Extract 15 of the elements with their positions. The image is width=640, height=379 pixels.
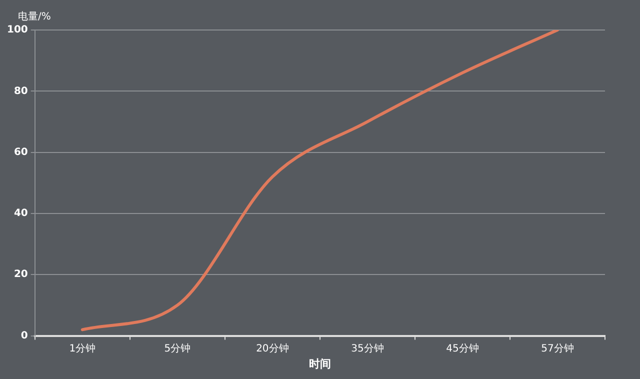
y-axis-title: 电量/% [18, 10, 51, 23]
y-tick-label: 20 [14, 269, 28, 280]
x-tick-label: 1分钟 [69, 342, 96, 354]
y-tick-label: 0 [20, 330, 28, 342]
y-tick-label: 100 [7, 24, 28, 36]
x-tick-label: 20分钟 [256, 342, 289, 354]
y-tick-label: 40 [14, 208, 28, 220]
x-tick-label: 45分钟 [446, 342, 479, 354]
y-tick-label: 80 [14, 86, 28, 97]
x-axis-title: 时间 [308, 357, 331, 370]
y-tick-label: 60 [14, 146, 28, 158]
x-tick-label: 35分钟 [351, 342, 384, 354]
x-tick-label: 57分钟 [541, 342, 574, 354]
line-series [80, 30, 559, 332]
x-tick-label: 5分钟 [164, 342, 191, 354]
